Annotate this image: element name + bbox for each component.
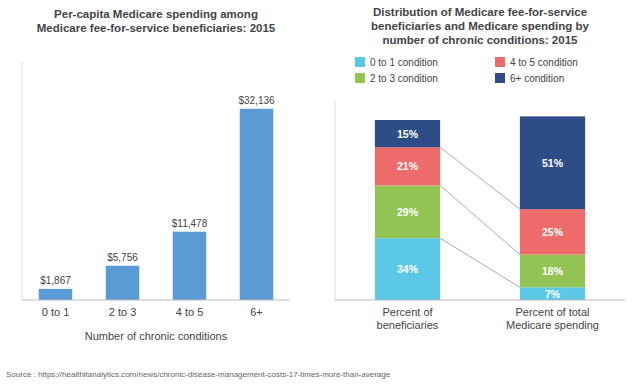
bars [375, 116, 585, 300]
chart-canvas: Per-capita Medicare spending amongMedica… [0, 0, 642, 385]
chart-title: Distribution of Medicare fee-for-service… [371, 6, 590, 46]
legend-label: 0 to 1 condition [370, 57, 438, 68]
connector-line [440, 147, 520, 209]
legend-swatch [355, 57, 365, 67]
data-label: $5,756 [107, 252, 138, 263]
legend-label: 4 to 5 condition [510, 57, 578, 68]
source-note: Source : https://healthitanalytics.com/n… [6, 370, 391, 379]
bar-chart: Per-capita Medicare spending amongMedica… [22, 8, 290, 342]
bar [240, 109, 274, 300]
chart-title: Per-capita Medicare spending amongMedica… [37, 8, 276, 34]
legend-swatch [355, 73, 365, 83]
bar-segment [375, 120, 440, 147]
data-label: $11,478 [172, 218, 208, 229]
bar [39, 289, 73, 300]
x-axis-line [22, 300, 290, 301]
data-label: 25% [542, 226, 564, 238]
legend-label: 6+ condition [510, 73, 564, 84]
x-tick-label: 2 to 3 [109, 306, 137, 318]
x-tick-label: 6+ [250, 306, 263, 318]
bar-segment [375, 238, 440, 300]
bar-segment [375, 147, 440, 185]
data-labels: 34% 29% 21% 15% 7% 18% 25% 51% [397, 128, 564, 300]
stacked-bar-chart: Distribution of Medicare fee-for-service… [335, 6, 625, 331]
x-tick-label: Percent ofbeneficiaries [377, 306, 439, 331]
legend-swatch [495, 73, 505, 83]
bar-segment [520, 255, 585, 288]
connector-line [440, 185, 520, 254]
data-label: 15% [397, 128, 419, 140]
bar-segment [520, 116, 585, 209]
bar-segment [375, 185, 440, 238]
data-label: 18% [542, 265, 564, 277]
y-axis-line [335, 100, 336, 300]
connectors [440, 147, 520, 287]
x-tick-label: 0 to 1 [42, 306, 70, 318]
bar [173, 232, 207, 300]
data-label: 21% [397, 160, 419, 172]
bar-segment [520, 209, 585, 254]
data-label: $32,136 [238, 95, 275, 106]
x-tick-label: Percent of totalMedicare spending [506, 306, 599, 331]
legend-label: 2 to 3 condition [370, 73, 438, 84]
connector-line [440, 238, 520, 287]
data-label: 51% [542, 157, 564, 169]
legend-swatch [495, 57, 505, 67]
x-axis-line [335, 300, 625, 301]
x-tick-label: 4 to 5 [176, 306, 204, 318]
data-label: $1,867 [40, 275, 71, 286]
bar-segment [520, 287, 585, 300]
data-label: 34% [397, 263, 419, 275]
bars [39, 109, 274, 300]
x-axis-label: Number of chronic conditions [85, 330, 228, 342]
data-label: 29% [397, 206, 419, 218]
y-axis-line [22, 62, 23, 300]
bar [106, 266, 140, 300]
data-label: 7% [545, 288, 561, 300]
